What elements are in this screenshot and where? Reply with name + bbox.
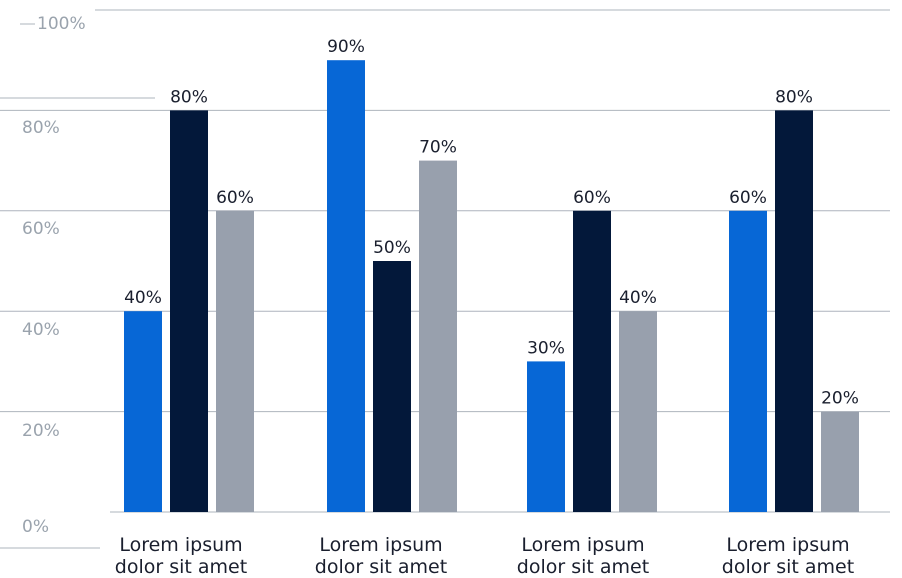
- bar-group-4-series-1: [729, 210, 767, 513]
- value-label-group-1-series-2: 80%: [170, 87, 208, 107]
- bar-group-3-series-1: [527, 361, 565, 512]
- y-tick-label-0: 0%: [22, 517, 49, 537]
- category-label-4-line2: dolor sit amet: [722, 556, 854, 578]
- y-tick-label-40: 40%: [22, 320, 60, 340]
- category-label-3: Lorem ipsum: [521, 534, 644, 556]
- value-label-group-1-series-3: 60%: [216, 188, 254, 208]
- bar-group-2-series-3: [419, 160, 457, 512]
- value-label-group-2-series-3: 70%: [419, 138, 457, 158]
- bar-group-1-series-2: [170, 110, 208, 513]
- bars: [124, 60, 859, 513]
- y-tick-label-60: 60%: [22, 219, 60, 239]
- value-label-group-3-series-3: 40%: [619, 288, 657, 308]
- category-label-2: Lorem ipsum: [319, 534, 442, 556]
- bar-group-1-series-1: [124, 311, 162, 512]
- category-label-4: Lorem ipsum: [726, 534, 849, 556]
- value-labels: 40% 90% 30% 60% 80% 50% 60% 80% 60% 70% 40% 20%: [124, 37, 859, 408]
- bar-group-4-series-3: [821, 411, 859, 512]
- category-label-1-line2: dolor sit amet: [115, 556, 247, 578]
- bar-group-3-series-3: [619, 311, 657, 512]
- bar-group-1-series-3: [216, 210, 254, 513]
- value-label-group-2-series-2: 50%: [373, 238, 411, 258]
- y-tick-label-100: 100%: [37, 14, 86, 34]
- category-labels: Lorem ipsum dolor sit amet Lorem ipsum d…: [115, 534, 854, 578]
- y-tick-label-20: 20%: [22, 421, 60, 441]
- value-label-group-1-series-1: 40%: [124, 288, 162, 308]
- category-label-1: Lorem ipsum: [119, 534, 242, 556]
- value-label-group-3-series-1: 30%: [527, 338, 565, 358]
- category-label-3-line2: dolor sit amet: [517, 556, 649, 578]
- bar-group-3-series-2: [573, 210, 611, 513]
- bar-group-2-series-1: [327, 60, 365, 512]
- value-label-group-4-series-1: 60%: [729, 188, 767, 208]
- value-label-group-3-series-2: 60%: [573, 188, 611, 208]
- category-label-2-line2: dolor sit amet: [315, 556, 447, 578]
- y-axis-tick-labels: 0% 20% 40% 60% 80% 100%: [22, 14, 86, 537]
- value-label-group-2-series-1: 90%: [327, 37, 365, 57]
- bar-group-4-series-2: [775, 110, 813, 513]
- y-tick-label-80: 80%: [22, 118, 60, 138]
- bar-group-2-series-2: [373, 261, 411, 512]
- value-label-group-4-series-2: 80%: [775, 87, 813, 107]
- value-label-group-4-series-3: 20%: [821, 389, 859, 409]
